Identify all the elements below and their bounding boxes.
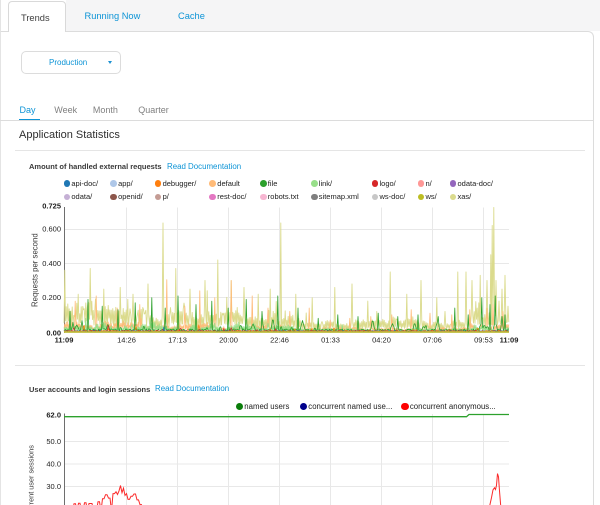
svg-text:0.725: 0.725 — [42, 202, 61, 211]
svg-text:07:06: 07:06 — [423, 336, 442, 345]
svg-text:04:20: 04:20 — [372, 336, 391, 345]
svg-text:17:13: 17:13 — [168, 336, 187, 345]
svg-text:Requests per second: Requests per second — [31, 233, 40, 307]
svg-text:0.00: 0.00 — [46, 329, 61, 338]
svg-text:11:09: 11:09 — [500, 336, 519, 345]
svg-text:50.0: 50.0 — [46, 437, 61, 446]
svg-text:11:09: 11:09 — [55, 336, 74, 345]
svg-text:20:00: 20:00 — [219, 336, 238, 345]
svg-text:0.400: 0.400 — [42, 259, 61, 268]
svg-text:22:46: 22:46 — [270, 336, 289, 345]
svg-text:01:33: 01:33 — [321, 336, 340, 345]
svg-text:09:53: 09:53 — [474, 336, 493, 345]
svg-text:14:26: 14:26 — [117, 336, 136, 345]
svg-text:0.200: 0.200 — [42, 293, 61, 302]
svg-text:30.0: 30.0 — [46, 482, 61, 491]
svg-text:40.0: 40.0 — [46, 459, 61, 468]
svg-text:Named and concurrent user sess: Named and concurrent user sessions — [27, 445, 36, 505]
svg-text:62.0: 62.0 — [46, 411, 61, 420]
svg-text:0.600: 0.600 — [42, 225, 61, 234]
